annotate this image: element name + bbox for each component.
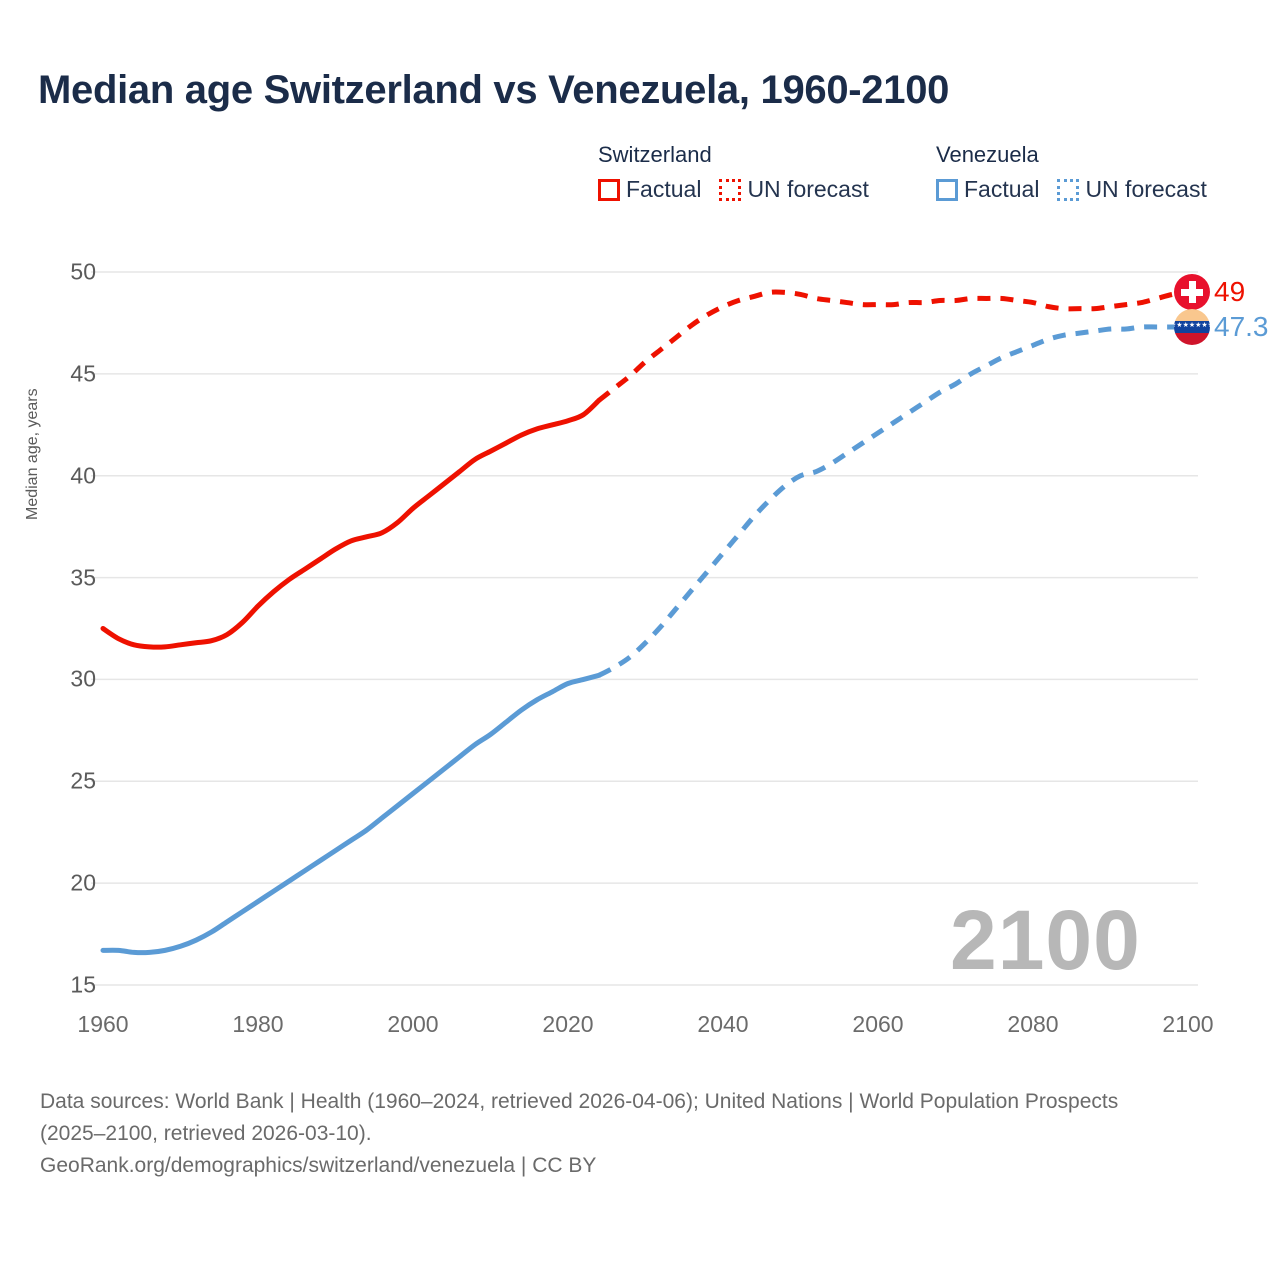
x-axis-tick-label: 1960 xyxy=(77,1011,129,1037)
legend-swatch-dotted-red-icon xyxy=(719,178,742,201)
legend-group-venezuela: Venezuela Factual UN forecast xyxy=(936,142,1207,203)
footer-data-sources: Data sources: World Bank | Health (1960–… xyxy=(40,1090,1119,1145)
legend-group-switzerland: Switzerland Factual UN forecast xyxy=(598,142,869,203)
y-axis-tick-label: 15 xyxy=(70,971,96,998)
y-axis-tick-label: 20 xyxy=(70,869,96,896)
y-axis-tick-label: 25 xyxy=(70,767,96,794)
chart-legend: Switzerland Factual UN forecast Venezuel… xyxy=(598,142,1258,222)
page-title: Median age Switzerland vs Venezuela, 196… xyxy=(38,68,950,112)
x-axis-tick-label: 2080 xyxy=(1007,1011,1059,1037)
y-axis-tick-label: 40 xyxy=(70,462,96,489)
x-axis-tick-label: 2000 xyxy=(387,1011,439,1037)
series-line-forecast-switzerland xyxy=(597,289,1189,403)
legend-label-venezuela-forecast: UN forecast xyxy=(1085,176,1207,202)
x-axis-tick-label: 2020 xyxy=(542,1011,594,1037)
end-value-switzerland: 49 xyxy=(1214,276,1246,308)
y-axis-tick-label: 45 xyxy=(70,360,96,387)
legend-label-switzerland-factual: Factual xyxy=(626,176,702,202)
x-axis-tick-label: 2040 xyxy=(697,1011,749,1037)
legend-item-switzerland-forecast[interactable]: UN forecast xyxy=(719,176,869,203)
legend-country-switzerland: Switzerland xyxy=(598,142,712,167)
series-line-forecast-venezuela xyxy=(597,324,1188,678)
legend-item-venezuela-factual[interactable]: Factual xyxy=(936,176,1039,203)
legend-swatch-solid-blue-icon xyxy=(936,178,958,201)
year-watermark: 2100 xyxy=(950,893,1141,987)
footer: Data sources: World Bank | Health (1960–… xyxy=(40,1086,1180,1182)
legend-swatch-solid-red-icon xyxy=(598,178,620,201)
footer-attribution[interactable]: GeoRank.org/demographics/switzerland/ven… xyxy=(40,1154,597,1177)
swiss-flag-icon xyxy=(1174,274,1210,311)
end-label-venezuela: ★★★★★★★ 47.3 xyxy=(1174,309,1269,345)
series-line-factual-venezuela xyxy=(100,672,602,956)
venezuela-flag-icon: ★★★★★★★ xyxy=(1174,309,1210,345)
y-axis-tick-label: 50 xyxy=(70,258,96,285)
y-axis-tick-label: 35 xyxy=(70,564,96,591)
series-line-factual-switzerland xyxy=(100,397,602,650)
legend-label-switzerland-forecast: UN forecast xyxy=(747,176,869,202)
x-axis-tick-label: 2100 xyxy=(1162,1011,1214,1037)
legend-country-venezuela: Venezuela xyxy=(936,142,1039,167)
end-label-switzerland: 49 xyxy=(1174,274,1246,311)
legend-label-venezuela-factual: Factual xyxy=(964,176,1040,202)
legend-swatch-dotted-blue-icon xyxy=(1057,178,1080,201)
legend-item-venezuela-forecast[interactable]: UN forecast xyxy=(1057,176,1207,203)
legend-item-switzerland-factual[interactable]: Factual xyxy=(598,176,701,203)
end-value-venezuela: 47.3 xyxy=(1214,311,1269,342)
y-axis-tick-label: 30 xyxy=(70,665,96,692)
x-axis-tick-label: 2060 xyxy=(852,1011,904,1037)
x-axis-tick-label: 1980 xyxy=(232,1011,284,1037)
